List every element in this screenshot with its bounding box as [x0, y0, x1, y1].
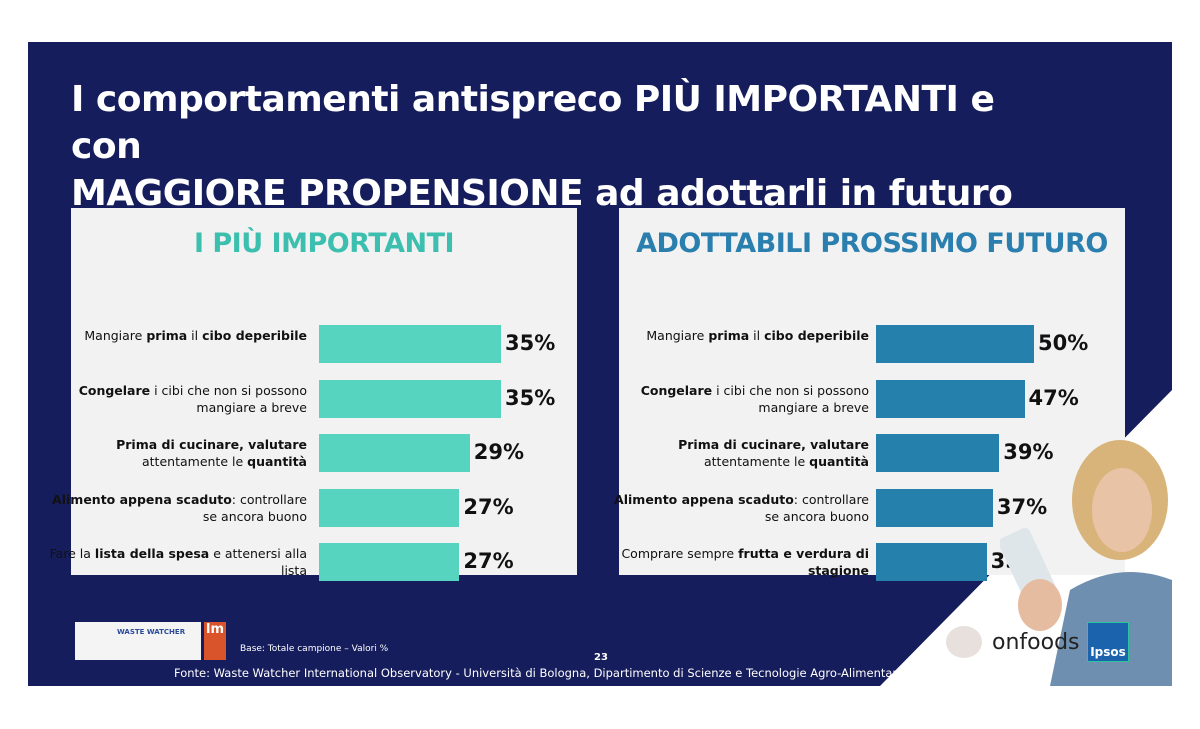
panel-title: I PIÙ IMPORTANTI	[193, 228, 455, 259]
woman-with-phone-photo	[1000, 440, 1172, 686]
category-label: Prima di cucinare, valutare attentamente…	[47, 436, 307, 470]
university-seal-logo	[946, 626, 982, 658]
panel-title: ADOTTABILI PROSSIMO FUTURO	[636, 228, 1108, 259]
category-label: Congelare i cibi che non si possono mang…	[47, 382, 307, 416]
page-number: 23	[594, 652, 608, 663]
label-segment: attentamente le	[142, 454, 248, 469]
bar	[876, 325, 1034, 363]
value-label: 35%	[505, 385, 556, 410]
label-segment: attentamente le	[704, 454, 810, 469]
slide: I comportamenti antispreco PIÙ IMPORTANT…	[28, 42, 1172, 686]
value-label: 35%	[505, 331, 556, 355]
bar-row: Congelare i cibi che non si possono mang…	[71, 379, 577, 420]
category-label: Prima di cucinare, valutare attentamente…	[609, 436, 869, 470]
title-line-1: I comportamenti antispreco PIÙ IMPORTANT…	[71, 79, 995, 167]
waste-watcher-logo: WASTE WATCHER	[117, 628, 186, 636]
bar	[319, 488, 460, 527]
title-line-2: MAGGIORE PROPENSIONE ad adottarli in fut…	[71, 173, 1013, 214]
bar	[876, 488, 993, 527]
slide-title: I comportamenti antispreco PIÙ IMPORTANT…	[71, 76, 1071, 217]
label-segment: e attenersi alla lista	[209, 546, 307, 578]
label-segment: Prima di cucinare, valutare	[116, 437, 307, 452]
label-segment: Congelare	[78, 382, 151, 398]
panel-most-important: I PIÙ IMPORTANTI Mangiare prima il cibo …	[50, 208, 577, 581]
bar-row: Alimento appena scaduto: controllare se …	[52, 488, 577, 529]
bar	[876, 543, 987, 581]
label-segment: frutta e verdura di stagione	[738, 546, 869, 578]
source-note: Fonte: Waste Watcher International Obser…	[174, 666, 982, 680]
label-segment: Fare la	[49, 546, 95, 561]
bar-row: Alimento appena scaduto: controllare se …	[614, 488, 1125, 529]
category-label: Mangiare prima il cibo deperibile	[47, 327, 307, 344]
value-label: 37%	[996, 494, 1048, 519]
label-segment: prima	[146, 328, 188, 343]
label-segment: il	[749, 328, 765, 343]
label-segment: cibo deperibile	[764, 328, 869, 343]
value-label: 39%	[1003, 440, 1054, 464]
value-label: 29%	[473, 440, 525, 464]
ipsos-logo-text: Ipsos	[1090, 645, 1126, 659]
label-segment: : controllare se ancora buono	[764, 491, 869, 524]
category-label: Congelare i cibi che non si possono mang…	[609, 382, 869, 416]
label-segment: quantità	[809, 454, 869, 469]
partner-logos-left: WASTE WATCHER	[75, 622, 201, 660]
label-segment: Alimento appena scaduto	[52, 491, 232, 507]
lm-logo-text: lm	[205, 622, 224, 637]
value-label: 47%	[1028, 385, 1079, 410]
bar-row: Prima di cucinare, valutare attentamente…	[71, 434, 577, 474]
bar-row: Prima di cucinare, valutare attentamente…	[619, 434, 1125, 474]
ipsos-logo: Ipsos	[1087, 622, 1129, 662]
value-label: 50%	[1038, 331, 1089, 355]
label-segment: Mangiare	[84, 328, 147, 343]
label-segment: quantità	[247, 454, 307, 469]
label-segment: i cibi che non si possono mangiare a bre…	[712, 382, 869, 415]
bar	[876, 379, 1025, 418]
bar	[319, 379, 501, 418]
lm-logo: lm	[204, 622, 226, 660]
panel-future-adoptable: ADOTTABILI PROSSIMO FUTURO Mangiare prim…	[614, 208, 1125, 581]
category-label: Fare la lista della spesa e attenersi al…	[47, 545, 307, 579]
label-segment: Mangiare	[646, 328, 709, 343]
label-segment: prima	[708, 328, 750, 343]
bar-row: Mangiare prima il cibo deperibile 35%	[71, 325, 577, 365]
bar	[319, 434, 470, 472]
label-segment: cibo deperibile	[202, 328, 307, 343]
value-label: 27%	[463, 494, 514, 519]
label-segment: il	[187, 328, 203, 343]
category-label: Mangiare prima il cibo deperibile	[609, 327, 869, 344]
category-label: Alimento appena scaduto: controllare se …	[47, 491, 307, 525]
label-segment: Alimento appena scaduto	[614, 491, 794, 507]
label-segment: lista della spesa	[94, 546, 210, 561]
bar	[876, 434, 1000, 472]
bar-row: Comprare sempre frutta e verdura di stag…	[619, 543, 1125, 583]
bar-row: Fare la lista della spesa e attenersi al…	[50, 543, 577, 583]
label-segment: : controllare se ancora buono	[202, 491, 307, 524]
value-label: 27%	[463, 549, 514, 573]
base-note: Base: Totale campione – Valori %	[240, 644, 389, 654]
label-segment: Congelare	[640, 382, 713, 398]
category-label: Comprare sempre frutta e verdura di stag…	[609, 545, 869, 579]
onfoods-logo: onfoods	[992, 630, 1080, 655]
bar	[319, 325, 501, 363]
label-segment: i cibi che non si possono mangiare a bre…	[150, 382, 307, 415]
category-label: Alimento appena scaduto: controllare se …	[609, 491, 869, 525]
label-segment: Comprare sempre	[621, 546, 739, 561]
bar-row: Mangiare prima il cibo deperibile 50%	[619, 325, 1125, 365]
bar-row: Congelare i cibi che non si possono mang…	[619, 379, 1125, 420]
label-segment: Prima di cucinare, valutare	[678, 437, 869, 452]
bar	[319, 543, 460, 581]
